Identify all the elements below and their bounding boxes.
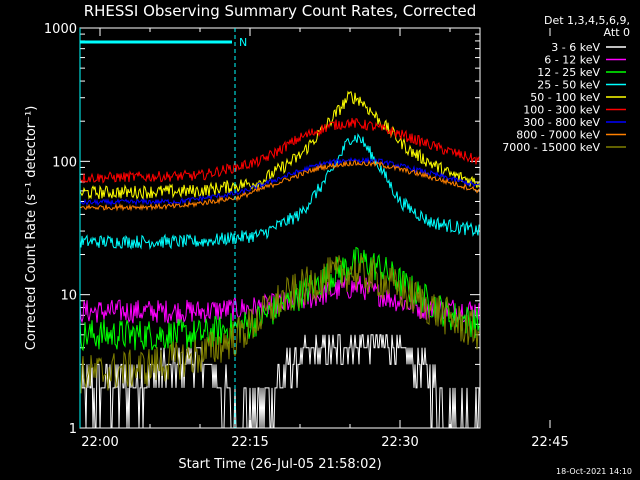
x-tick-label: 22:15 [231,435,268,450]
x-tick-label: 22:00 [81,435,118,450]
timestamp: 18-Oct-2021 14:10 [556,467,632,476]
series-line-7 [79,156,480,207]
series-line-9 [79,254,480,394]
legend-label-1: 3 - 6 keV [551,41,600,54]
y-tick-label: 100 [52,155,77,170]
series-line-1 [80,334,480,429]
legend-header-line-2: Att 0 [604,26,630,39]
x-axis-label: Start Time (26-Jul-05 21:58:02) [178,457,381,472]
x-tick-label: 22:30 [381,435,418,450]
series-line-4 [79,133,480,250]
legend-label-2: 6 - 12 keV [544,54,600,67]
series-line-8 [79,159,480,212]
legend-label-9: 7000 - 15000 keV [502,141,600,154]
legend-label-6: 100 - 300 keV [523,104,600,117]
series-layer [79,90,480,429]
night-marker-label: N [239,36,247,49]
legend-label-3: 12 - 25 keV [537,66,600,79]
legend-label-8: 800 - 7000 keV [516,129,600,142]
y-tick-label: 1000 [44,22,77,37]
marker-layer: N [79,28,247,428]
y-axis: 1 10 100 1000 [44,22,480,437]
y-tick-label: 1 [69,422,77,437]
legend-header-line-1: Det 1,3,4,5,6,9, [544,14,630,27]
legend-label-4: 25 - 50 keV [537,79,600,92]
chart-title: RHESSI Observing Summary Count Rates, Co… [84,2,477,20]
legend-label-5: 50 - 100 keV [530,91,600,104]
series-line-5 [79,90,480,200]
series-line-6 [79,117,480,184]
x-tick-label: 22:45 [531,435,568,450]
y-axis-label: Corrected Count Rate (s⁻¹ detector⁻¹) [24,106,39,351]
legend-label-7: 300 - 800 keV [523,116,600,129]
y-tick-label: 10 [60,289,77,304]
